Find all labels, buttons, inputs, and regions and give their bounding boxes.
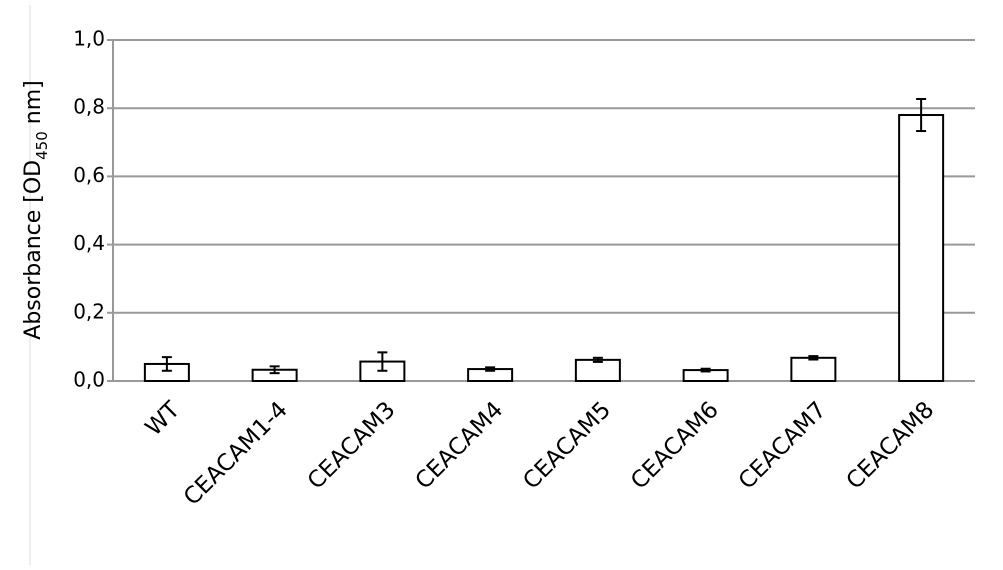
x-tick-label: CEACAM7 — [734, 397, 832, 495]
x-tick-label: CEACAM3 — [303, 397, 401, 495]
y-tick-label: 0,2 — [73, 299, 105, 323]
x-tick-label: CEACAM5 — [518, 397, 616, 495]
x-tick-label: CEACAM6 — [626, 397, 724, 495]
x-tick-label: CEACAM8 — [842, 397, 940, 495]
y-label-text: Absorbance [OD — [21, 160, 46, 340]
bar — [898, 114, 945, 383]
y-label-text: nm] — [21, 80, 46, 131]
y-tick-label: 0,6 — [73, 163, 105, 187]
y-tick-label: 0,0 — [73, 368, 105, 392]
y-label-subscript: 450 — [33, 131, 51, 160]
bar — [574, 358, 621, 383]
y-tick-label: 1,0 — [73, 27, 105, 51]
bar — [790, 356, 837, 383]
x-tick-label: CEACAM1-4 — [179, 397, 293, 511]
x-tick-label: CEACAM4 — [411, 397, 509, 495]
y-tick-label: 0,4 — [73, 231, 105, 255]
y-tick-label: 0,8 — [73, 95, 105, 119]
x-tick-label: WT — [141, 396, 186, 441]
y-axis-label: Absorbance [OD450 nm] — [21, 80, 51, 339]
